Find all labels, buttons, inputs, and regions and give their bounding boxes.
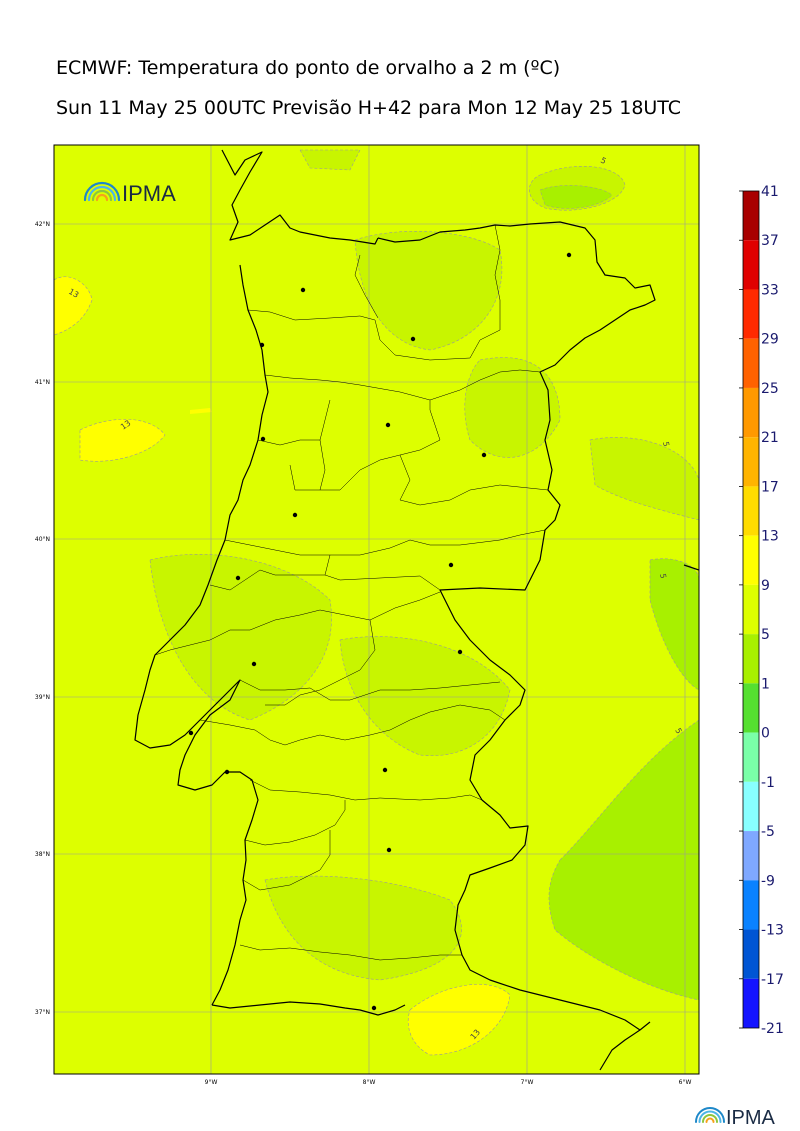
contour-label: 5: [658, 573, 668, 580]
contour-label: 5: [599, 156, 607, 166]
lon-label: 9°W: [205, 1079, 218, 1086]
city-markers: [188, 252, 572, 1011]
colorbar-swatch: [743, 880, 759, 930]
colorbar-label: 0: [761, 726, 770, 742]
colorbar-swatch: [743, 387, 759, 438]
colorbar-label: 9: [761, 578, 770, 594]
lon-label: 8°W: [363, 1079, 376, 1086]
map-frame: [53, 144, 700, 1075]
colorbar-label: 13: [761, 529, 779, 545]
colorbar-swatch: [743, 781, 759, 832]
lon-label: 6°W: [679, 1079, 692, 1086]
graticule: [54, 145, 699, 1074]
colorbar-swatch: [743, 289, 759, 339]
lat-label: 42°N: [35, 221, 50, 228]
colorbar-label: 37: [761, 233, 779, 249]
colorbar-label: -21: [761, 1021, 784, 1037]
colorbar-swatch: [743, 338, 759, 388]
colorbar-swatch: [743, 732, 759, 782]
colorbar-swatch: [743, 437, 759, 487]
colorbar-swatch: [743, 634, 759, 684]
colorbar-swatch: [743, 929, 759, 979]
colorbar-swatch: [743, 831, 759, 881]
colorbar-label: 17: [761, 479, 779, 495]
colorbar-label: 29: [761, 332, 779, 348]
ipma-logo: IPMA: [83, 181, 176, 206]
map-subtitle: Sun 11 May 25 00UTC Previsão H+42 para M…: [56, 97, 682, 119]
district-boundaries: [154, 224, 549, 961]
colorbar-swatch: [743, 486, 759, 536]
latitude-labels: 42°N 41°N 40°N 39°N 38°N 37°N: [35, 221, 50, 1016]
rainbow-icon: [695, 1107, 725, 1123]
colorbar-label: 5: [761, 627, 770, 643]
colorbar: 41 37 33 29 25 21 17 13 9 5 1 0 -1 -5 -9 -13 -17 -21: [739, 184, 784, 1037]
colorbar-swatch: [743, 191, 759, 241]
logo-text: IPMA: [122, 181, 176, 206]
colorbar-label: 33: [761, 282, 779, 298]
colorbar-label: -9: [761, 873, 775, 889]
colorbar-label: 21: [761, 430, 779, 446]
colorbar-swatch: [743, 240, 759, 290]
lat-label: 41°N: [35, 379, 50, 386]
lon-label: 7°W: [521, 1079, 534, 1086]
lat-label: 39°N: [35, 694, 50, 701]
contour-label: 5: [673, 727, 683, 736]
footer-logo-text: IPMA: [726, 1107, 776, 1129]
contour-labels: 13 13 13 5 5 5 5: [67, 156, 684, 1042]
colorbar-swatch: [743, 535, 759, 585]
contour-label: 13: [67, 287, 80, 300]
colorbar-label: 25: [761, 381, 779, 397]
colorbar-label: 1: [761, 676, 770, 692]
colorbar-swatch: [743, 978, 759, 1028]
rainbow-icon: [83, 181, 121, 202]
lat-label: 38°N: [35, 851, 50, 858]
colorbar-label: -13: [761, 923, 784, 939]
colorbar-label: -5: [761, 824, 775, 840]
dewpoint-contours: [54, 149, 699, 1056]
colorbar-swatch: [743, 683, 759, 733]
footer-ipma-logo: IPMA: [695, 1107, 776, 1129]
colorbar-label: -17: [761, 972, 784, 988]
colorbar-swatch: [743, 584, 759, 635]
contour-label: 5: [661, 441, 671, 448]
colorbar-label: -1: [761, 775, 775, 791]
lat-label: 37°N: [35, 1009, 50, 1016]
longitude-labels: 9°W 8°W 7°W 6°W: [205, 1079, 692, 1086]
lat-label: 40°N: [35, 536, 50, 543]
colorbar-label: 41: [761, 184, 779, 200]
map-title: ECMWF: Temperatura do ponto de orvalho a…: [56, 57, 561, 79]
